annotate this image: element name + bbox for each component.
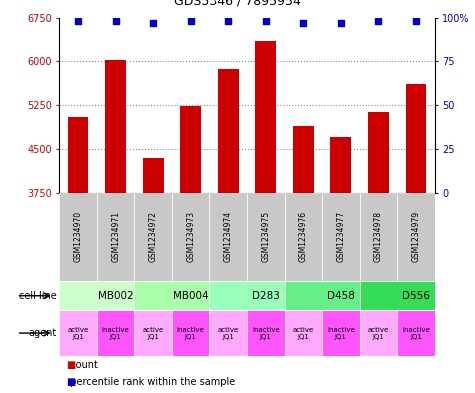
Text: GDS5346 / 7895954: GDS5346 / 7895954 [174,0,301,8]
Bar [209,281,285,310]
Bar [285,310,322,356]
Point [412,18,419,24]
Text: GSM1234972: GSM1234972 [149,211,158,262]
Text: inactive
JQ1: inactive JQ1 [177,327,205,340]
Text: ■: ■ [66,377,76,387]
Text: inactive
JQ1: inactive JQ1 [402,327,430,340]
Text: GSM1234970: GSM1234970 [74,211,83,263]
Text: GSM1234973: GSM1234973 [186,211,195,263]
Point [374,18,382,24]
Text: active
JQ1: active JQ1 [142,327,164,340]
Text: inactive
JQ1: inactive JQ1 [327,327,355,340]
Text: GSM1234974: GSM1234974 [224,211,233,263]
Bar [172,193,209,281]
Text: active
JQ1: active JQ1 [218,327,239,340]
Bar [397,193,435,281]
Bar [247,310,285,356]
Bar [322,193,360,281]
Bar [360,193,397,281]
Text: GSM1234979: GSM1234979 [411,211,420,263]
Text: MB002: MB002 [98,291,133,301]
Bar [285,281,360,310]
Text: D458: D458 [327,291,355,301]
Bar [209,193,247,281]
Bar [256,41,276,193]
Text: inactive
JQ1: inactive JQ1 [252,327,280,340]
Bar [134,310,172,356]
Text: active
JQ1: active JQ1 [293,327,314,340]
Bar [180,106,201,193]
Text: active
JQ1: active JQ1 [368,327,389,340]
Text: GSM1234977: GSM1234977 [336,211,345,263]
Bar [143,158,163,193]
Text: inactive
JQ1: inactive JQ1 [102,327,130,340]
Point [149,20,157,26]
Text: GSM1234975: GSM1234975 [261,211,270,263]
Text: GSM1234971: GSM1234971 [111,211,120,262]
Text: MB004: MB004 [173,291,209,301]
Bar [134,281,209,310]
Bar [368,112,389,193]
Bar [59,310,97,356]
Bar [105,60,126,193]
Point [262,18,270,24]
Bar [97,193,134,281]
Text: D556: D556 [402,291,430,301]
Text: GSM1234976: GSM1234976 [299,211,308,263]
Bar [397,310,435,356]
Bar [172,310,209,356]
Point [299,20,307,26]
Bar [360,281,435,310]
Bar [218,69,238,193]
Bar [285,193,322,281]
Text: D283: D283 [252,291,280,301]
Point [225,18,232,24]
Text: count: count [64,360,98,369]
Point [74,18,82,24]
Bar [247,193,285,281]
Text: percentile rank within the sample: percentile rank within the sample [64,377,236,387]
Bar [322,310,360,356]
Bar [293,125,314,193]
Bar [134,193,172,281]
Bar [59,281,134,310]
Bar [97,310,134,356]
Text: active
JQ1: active JQ1 [67,327,89,340]
Text: ■: ■ [66,360,76,369]
Bar [68,117,88,193]
Bar [360,310,397,356]
Text: GSM1234978: GSM1234978 [374,211,383,262]
Text: cell line: cell line [19,291,57,301]
Point [187,18,195,24]
Bar [59,193,97,281]
Text: agent: agent [29,328,57,338]
Bar [331,137,351,193]
Bar [209,310,247,356]
Point [337,20,345,26]
Bar [406,84,426,193]
Point [112,18,120,24]
